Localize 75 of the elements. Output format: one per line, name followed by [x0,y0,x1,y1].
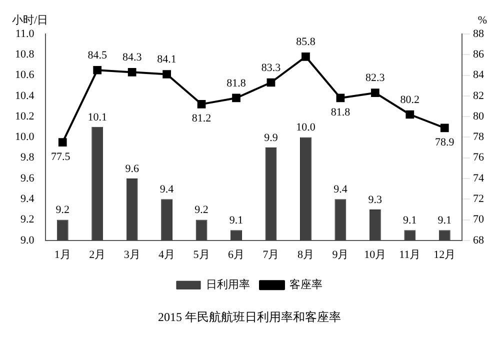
y-tick-label: 9.2 [20,214,34,226]
point [302,52,310,61]
point [440,124,449,132]
data-label: 9.1 [403,214,417,226]
y-axis-title: 小时/日 [12,13,48,26]
data-label: 80.2 [400,94,420,106]
x-tick-label: 1月 [54,248,71,261]
point [336,94,345,102]
y2-tick-label: 80 [473,110,484,122]
data-label: 9.3 [368,194,383,206]
point [266,78,276,87]
data-label: 9.4 [160,184,174,196]
y-tick-label: 11.0 [15,28,35,40]
data-label: 78.9 [435,136,455,148]
x-tick-label: 9月 [332,248,349,261]
x-tick-label: 10月 [364,248,386,261]
y-tick-label: 10.2 [15,110,34,122]
data-label: 84.3 [122,52,142,64]
point [93,66,102,74]
y2-tick-label: 84 [473,69,484,82]
y2-tick-label: 86 [473,48,484,61]
y-tick-label: 9.6 [20,172,35,184]
x-tick-label: 2月 [89,248,106,261]
y2-tick-label: 78 [473,131,484,144]
point [197,100,206,108]
y2-tick-label: 76 [473,152,484,164]
y-tick-label: 10.8 [15,48,35,61]
y-tick-label: 10.4 [15,90,35,102]
data-label: 77.5 [50,150,71,163]
legend-label: 日利用率 [206,278,250,291]
y2-tick-label: 68 [473,234,484,246]
y2-tick-label: 74 [473,172,484,184]
data-label: 9.4 [334,184,348,196]
point [370,88,380,98]
point [232,94,240,102]
data-label: 83.3 [261,62,282,74]
data-label: 81.8 [226,77,246,90]
y-tick-label: 10.0 [15,131,35,144]
y2-tick-label: 82 [473,90,484,102]
data-label: 10.0 [296,122,316,134]
data-label: 9.1 [229,214,244,226]
x-tick-label: 11月 [399,248,421,261]
text: 2015 年民航航班日利用率和客座率 [158,310,341,324]
data-label: 81.8 [330,106,351,118]
y2-axis-title: % [478,14,487,26]
data-label: 10.1 [88,111,107,124]
y2-tick-label: 88 [473,28,484,40]
legend-label: 客座率 [290,278,322,291]
y-tick-label: 10.6 [15,69,35,82]
data-label: 84.5 [88,50,108,62]
point [162,70,171,78]
x-tick-label: 8月 [297,248,314,261]
y-tick-label: 9.4 [20,193,35,206]
x-tick-label: 12月 [434,248,456,261]
data-label: 84.1 [157,54,176,66]
data-label: 82.3 [366,72,386,84]
point [58,138,67,147]
x-tick-label: 7月 [262,248,280,261]
data-label: 85.8 [296,36,316,48]
x-tick-label: 6月 [228,248,245,261]
y-tick-label: 9.0 [20,234,35,246]
data-label: 9.9 [264,132,278,144]
data-label: 9.6 [125,162,140,175]
point [128,68,136,76]
y2-tick-label: 72 [473,193,484,206]
data-label: 9.1 [438,214,452,226]
y-tick-label: 9.8 [20,152,35,164]
point [406,110,414,119]
x-tick-label: 4月 [158,248,176,261]
data-label: 9.2 [56,204,70,216]
y2-tick-label: 70 [473,214,484,226]
data-label: 9.2 [194,204,208,216]
x-tick-label: 5月 [193,248,210,261]
data-label: 81.2 [192,112,212,125]
x-tick-label: 3月 [124,248,140,261]
